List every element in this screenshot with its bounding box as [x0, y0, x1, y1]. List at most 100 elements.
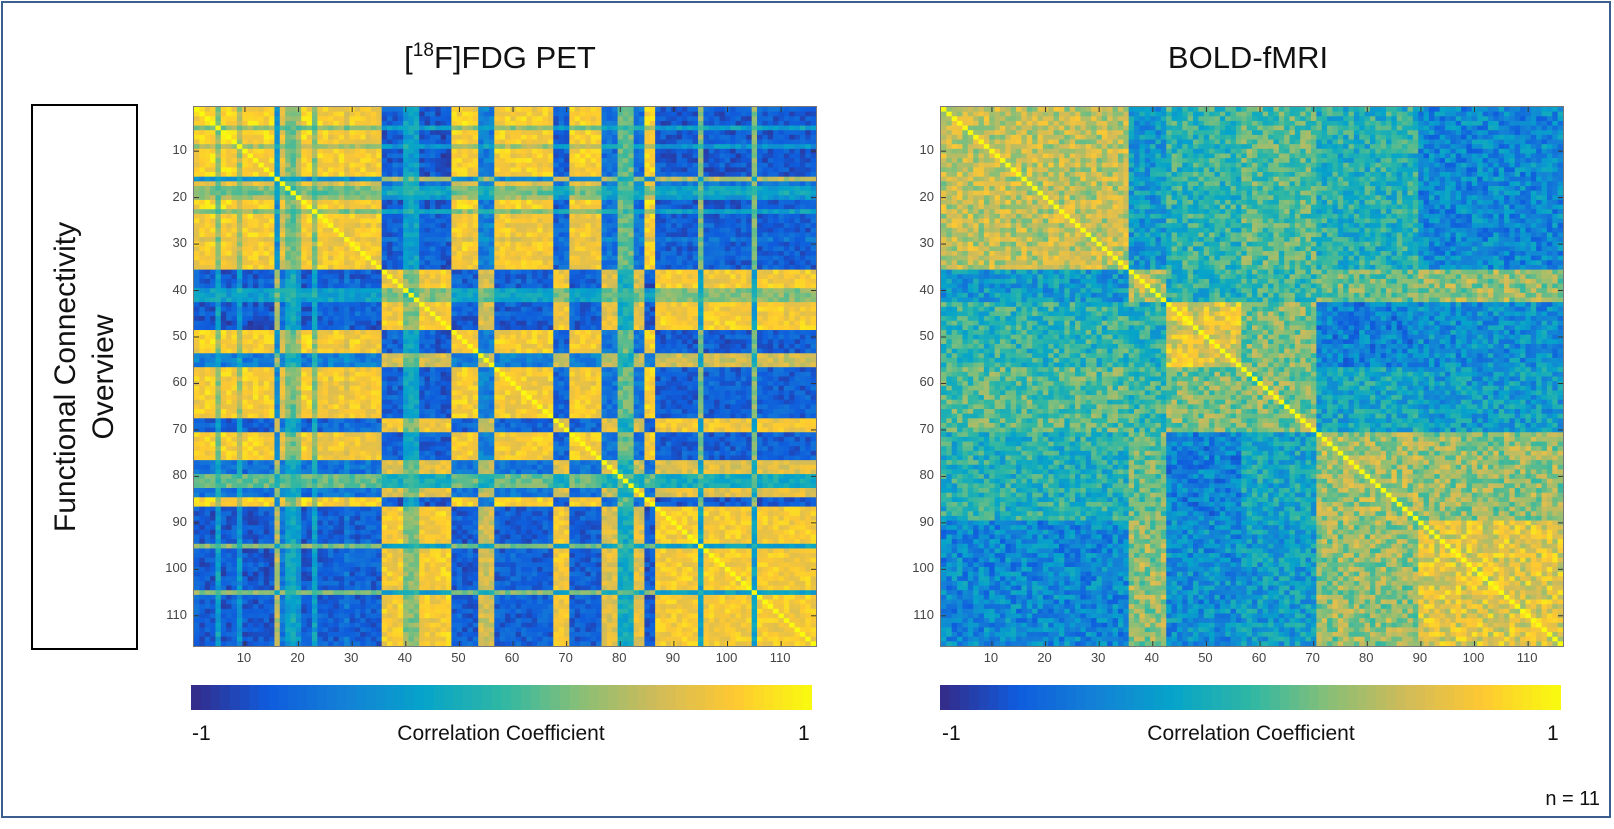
heatmap-cell — [349, 125, 356, 131]
heatmap-cell — [499, 167, 506, 173]
heatmap-cell — [349, 204, 356, 210]
heatmap-cell — [687, 162, 694, 168]
heatmap-cell — [247, 111, 254, 117]
heatmap-cell — [279, 292, 286, 298]
heatmap-cell — [687, 130, 694, 136]
heatmap-cell — [746, 116, 753, 122]
heatmap-cell — [563, 195, 570, 201]
heatmap-cell — [338, 130, 345, 136]
heatmap-cell — [392, 134, 399, 140]
heatmap-cell — [231, 111, 238, 117]
heatmap-cell — [746, 204, 753, 210]
heatmap-cell — [585, 209, 592, 215]
heatmap-cell — [751, 218, 758, 224]
heatmap-cell — [488, 255, 495, 261]
heatmap-cell — [762, 195, 769, 201]
heatmap-cell — [274, 158, 281, 164]
heatmap-cell — [590, 190, 597, 196]
heatmap-cell — [311, 255, 318, 261]
heatmap-cell — [580, 297, 586, 303]
heatmap-cell — [376, 116, 383, 122]
heatmap-cell — [317, 278, 324, 284]
heatmap-cell — [505, 283, 511, 289]
heatmap-cell — [757, 274, 763, 280]
heatmap-cell — [446, 190, 452, 196]
heatmap-cell — [703, 199, 710, 205]
heatmap-cell — [531, 237, 538, 243]
heatmap-cell — [526, 288, 533, 294]
heatmap-cell — [462, 251, 468, 257]
heatmap-cell — [622, 213, 629, 219]
heatmap-cell — [392, 260, 399, 266]
heatmap-cell — [794, 269, 801, 275]
heatmap-cell — [252, 283, 259, 289]
heatmap-cell — [365, 260, 372, 266]
heatmap-cell — [408, 148, 415, 154]
heatmap-cell — [558, 213, 565, 219]
heatmap-cell — [526, 260, 533, 266]
heatmap-cell — [805, 292, 812, 298]
heatmap-cell — [585, 111, 592, 117]
heatmap-cell — [596, 111, 602, 117]
heatmap-cell — [558, 283, 565, 289]
heatmap-cell — [231, 107, 238, 113]
heatmap-cell — [451, 111, 458, 117]
heatmap-cell — [204, 274, 211, 280]
heatmap-cell — [242, 139, 249, 145]
heatmap-cell — [236, 297, 243, 303]
heatmap-cell — [328, 255, 334, 261]
heatmap-cell — [526, 283, 533, 289]
heatmap-cell — [274, 255, 281, 261]
heatmap-cell — [574, 274, 581, 280]
heatmap-cell — [354, 227, 361, 233]
heatmap-cell — [274, 264, 281, 271]
heatmap-cell — [606, 139, 613, 145]
heatmap-cell — [365, 162, 372, 168]
heatmap-cell — [317, 223, 324, 229]
heatmap-cell — [590, 148, 597, 154]
heatmap-cell — [322, 297, 329, 303]
heatmap-cell — [628, 162, 635, 168]
heatmap-cell — [419, 185, 425, 192]
heatmap-cell — [215, 209, 222, 215]
heatmap-cell — [301, 283, 307, 289]
heatmap-cell — [226, 264, 232, 271]
heatmap-cell — [590, 302, 597, 308]
heatmap-cell — [387, 167, 393, 173]
heatmap-cell — [360, 125, 366, 131]
heatmap-cell — [692, 116, 699, 122]
heatmap-cell — [542, 241, 549, 247]
heatmap-cell — [263, 111, 270, 117]
heatmap-cell — [794, 237, 801, 243]
heatmap-cell — [435, 292, 442, 298]
heatmap-cell — [333, 297, 340, 303]
heatmap-cell — [252, 274, 259, 280]
heatmap-cell — [472, 116, 479, 122]
heatmap-cell — [226, 199, 232, 205]
heatmap-cell — [622, 255, 629, 261]
heatmap-cell — [306, 107, 313, 113]
heatmap-cell — [311, 107, 318, 113]
heatmap-cell — [220, 199, 227, 205]
heatmap-cell — [762, 218, 769, 224]
heatmap-cell — [665, 167, 672, 173]
heatmap-cell — [349, 111, 356, 117]
heatmap-cell — [735, 274, 742, 280]
heatmap-cell — [740, 264, 747, 271]
heatmap-cell — [279, 223, 286, 229]
heatmap-cell — [344, 167, 350, 173]
heatmap-cell — [194, 302, 200, 308]
heatmap-cell — [681, 260, 688, 266]
heatmap-cell — [349, 162, 356, 168]
heatmap-cell — [644, 153, 651, 159]
heatmap-cell — [515, 209, 522, 215]
heatmap-cell — [563, 274, 570, 280]
heatmap-cell — [424, 195, 431, 201]
heatmap-cell — [349, 153, 356, 159]
heatmap-cell — [344, 116, 350, 122]
heatmap-cell — [671, 162, 677, 168]
heatmap-cell — [328, 251, 334, 257]
heatmap-cell — [644, 195, 651, 201]
heatmap-cell — [633, 213, 640, 219]
